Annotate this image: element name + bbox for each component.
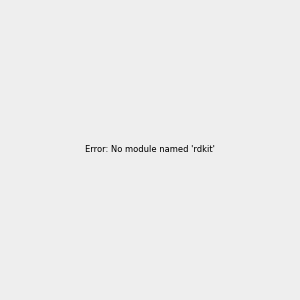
Text: Error: No module named 'rdkit': Error: No module named 'rdkit' bbox=[85, 146, 215, 154]
